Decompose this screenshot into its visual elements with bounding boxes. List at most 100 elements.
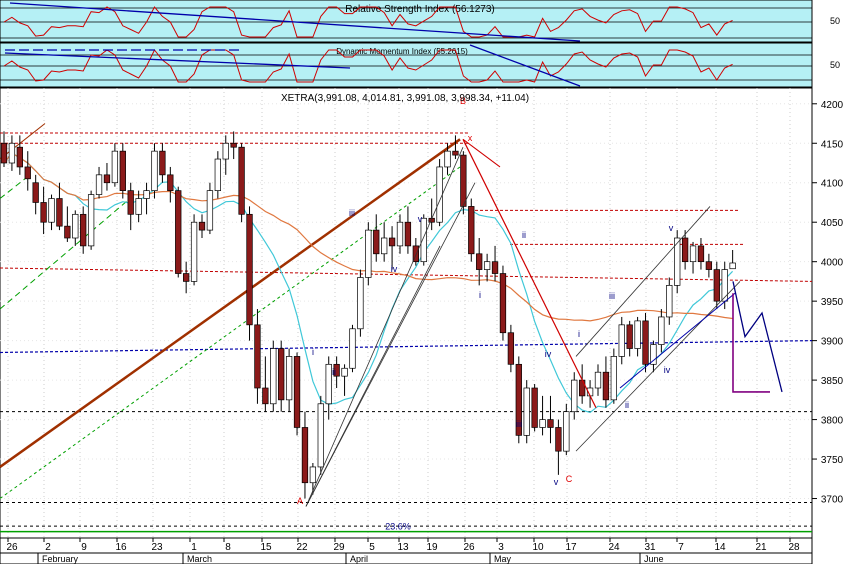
- candle-body: [452, 150, 459, 156]
- rsi-panel: Relative Strength Index (56.1273) 50: [0, 0, 840, 43]
- candle-body: [436, 166, 443, 223]
- candle-body: [151, 150, 158, 191]
- candle-body: [721, 269, 728, 302]
- blue-channel: [619, 292, 736, 389]
- wave-label: A: [297, 496, 303, 506]
- price-tick-label: 3750: [821, 455, 844, 466]
- fan-line-3: [305, 245, 441, 507]
- green-dashed-trend-2: [0, 198, 131, 310]
- candle-body: [713, 269, 720, 302]
- candle-body: [56, 198, 63, 227]
- candle-body: [563, 411, 570, 452]
- momentum-panel: Dynamic Momentum Index (55.2615) 50: [0, 42, 840, 88]
- candle-body: [175, 190, 182, 274]
- candle-body: [491, 261, 499, 274]
- candle-body: [349, 328, 356, 369]
- candle-body: [111, 150, 119, 184]
- date-tick-label: 10: [532, 542, 544, 553]
- date-tick-label: 8: [225, 542, 231, 553]
- candle-body: [404, 221, 412, 247]
- date-tick-label: 17: [565, 542, 577, 553]
- rising-channel-lower: [575, 281, 741, 452]
- date-tick-label: 7: [678, 542, 684, 553]
- wave-label: B: [460, 96, 466, 106]
- month-label: June: [644, 554, 664, 564]
- candle-body: [373, 229, 380, 255]
- candle-body: [230, 142, 237, 148]
- date-tick-label: 14: [714, 542, 726, 553]
- candle-body: [420, 217, 427, 263]
- ma-short: [3, 152, 734, 414]
- candle-body: [547, 419, 554, 428]
- month-label: April: [350, 554, 368, 564]
- green-dashed-trend: [0, 166, 461, 499]
- wave-label: v: [418, 214, 423, 224]
- candle-body: [357, 277, 364, 330]
- candle-body: [705, 261, 713, 270]
- candle-body: [301, 427, 309, 484]
- candle-body: [8, 142, 16, 164]
- candle-body: [658, 316, 665, 345]
- candle-body: [48, 198, 55, 223]
- month-label: March: [187, 554, 212, 564]
- candle-body: [539, 419, 546, 428]
- wave-label: v: [669, 223, 674, 233]
- candle-body: [610, 356, 617, 401]
- wave-label: iv: [391, 264, 398, 274]
- wave-label: iii: [516, 419, 522, 429]
- candle-body: [642, 320, 649, 365]
- wave-label: C: [566, 474, 573, 484]
- candle-body: [697, 245, 705, 263]
- month-label: May: [494, 554, 512, 564]
- candle-body: [317, 403, 324, 468]
- candle-body: [602, 371, 610, 401]
- date-tick-label: 9: [81, 542, 87, 553]
- candle-body: [143, 190, 150, 199]
- date-tick-label: 3: [498, 542, 504, 553]
- candle-body: [626, 324, 633, 349]
- candle-body: [72, 213, 79, 239]
- candle-body: [523, 387, 530, 436]
- price-title: XETRA(3,991.08, 4,014.81, 3,991.08, 3,99…: [281, 93, 529, 104]
- candle-body: [309, 466, 317, 484]
- candle-body: [483, 261, 491, 270]
- date-tick-label: 19: [426, 542, 438, 553]
- date-tick-label: 26: [463, 542, 475, 553]
- candle-body: [689, 245, 697, 263]
- green-dashed-trend-3: [0, 178, 26, 199]
- date-tick-label: 1: [191, 542, 197, 553]
- candle-body: [594, 371, 602, 389]
- wave-label: ii: [332, 367, 336, 377]
- date-tick-label: 5: [369, 542, 375, 553]
- candle-body: [183, 273, 190, 282]
- price-tick-label: 3700: [821, 495, 844, 506]
- wave-label: i: [578, 329, 580, 339]
- candle-body: [103, 174, 111, 184]
- candle-body: [222, 142, 229, 160]
- candle-body: [341, 367, 348, 377]
- date-tick-label: 28: [788, 542, 800, 553]
- candle-body: [278, 348, 285, 401]
- candle-body: [135, 198, 142, 215]
- wave-label: i: [479, 290, 481, 300]
- momentum-trendline: [4, 52, 351, 69]
- candle-body: [64, 225, 71, 239]
- wave-label: iii: [349, 208, 355, 218]
- date-tick-label: 15: [260, 542, 272, 553]
- candle-body: [238, 146, 245, 215]
- date-axis: 26 2 9 16 23 1 8 15 22 29 5 13 19 26 3 10 17 24 31 7 14 21 28F…: [0, 537, 813, 564]
- candle-body: [571, 379, 578, 413]
- candle-body: [729, 262, 736, 270]
- candle-body: [119, 150, 126, 191]
- channel-line: [0, 138, 461, 468]
- rsi-axis-tick: 50: [830, 16, 840, 26]
- projection-box: [732, 293, 770, 393]
- wave-label: iv: [664, 365, 671, 375]
- date-tick-label: 24: [608, 542, 620, 553]
- wave-label: v: [554, 477, 559, 487]
- candle-body: [681, 237, 689, 263]
- date-tick-label: 22: [296, 542, 308, 553]
